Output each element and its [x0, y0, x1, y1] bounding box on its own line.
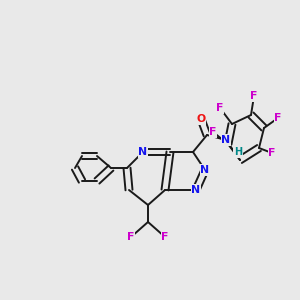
Text: F: F [161, 232, 169, 242]
Text: F: F [274, 113, 282, 123]
Text: F: F [127, 232, 135, 242]
Text: F: F [216, 103, 224, 113]
Text: N: N [138, 147, 148, 157]
Text: H: H [234, 147, 242, 157]
Text: F: F [250, 91, 258, 101]
Text: F: F [268, 148, 276, 158]
Text: F: F [209, 127, 217, 137]
Text: O: O [196, 114, 206, 124]
Text: N: N [221, 135, 231, 145]
Text: N: N [200, 165, 210, 175]
Text: N: N [191, 185, 201, 195]
